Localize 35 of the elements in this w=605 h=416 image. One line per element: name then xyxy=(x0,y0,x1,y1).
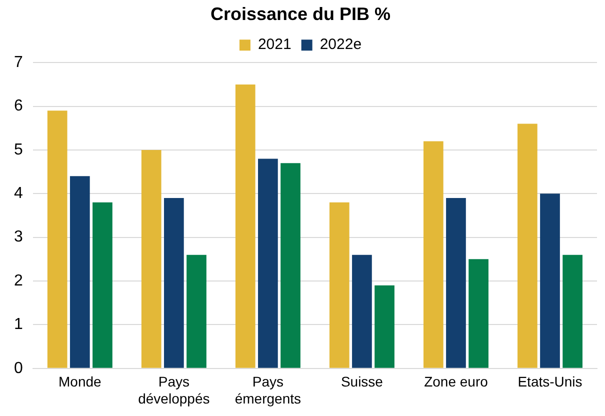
x-tick-label: Zone euro xyxy=(424,374,488,390)
y-tick-label: 2 xyxy=(14,272,23,290)
bar xyxy=(164,198,184,368)
bar xyxy=(468,259,488,368)
bar xyxy=(352,254,372,368)
bar xyxy=(423,141,444,368)
bar xyxy=(562,254,582,368)
bar xyxy=(70,176,90,368)
bar xyxy=(446,198,466,368)
bar xyxy=(258,158,278,368)
bar xyxy=(141,150,162,368)
y-tick-label: 3 xyxy=(14,228,23,246)
x-tick-label: Etats-Unis xyxy=(518,374,582,390)
legend-label: 2022e xyxy=(320,36,362,54)
x-tick-label: Monde xyxy=(58,374,102,390)
bar xyxy=(235,84,256,368)
chart-title: Croissance du PIB % xyxy=(210,4,391,24)
y-tick-label: 5 xyxy=(14,141,23,158)
legend-label: 2021 xyxy=(258,36,292,54)
bar xyxy=(280,163,300,368)
bar xyxy=(47,110,68,368)
bar xyxy=(329,202,350,368)
bar xyxy=(374,285,394,368)
y-tick-label: 7 xyxy=(14,54,23,72)
y-tick-label: 6 xyxy=(14,98,23,115)
bar xyxy=(518,124,538,368)
y-tick-label: 4 xyxy=(14,185,23,202)
x-tick-label: Pays émergents xyxy=(234,374,302,406)
x-tick-label: Pays développés xyxy=(138,374,210,406)
y-tick-label: 1 xyxy=(14,316,23,334)
bar xyxy=(540,194,560,368)
bar xyxy=(186,254,206,368)
y-tick-label: 0 xyxy=(14,360,23,377)
x-tick-label: Suisse xyxy=(340,374,384,390)
bar xyxy=(92,202,112,368)
